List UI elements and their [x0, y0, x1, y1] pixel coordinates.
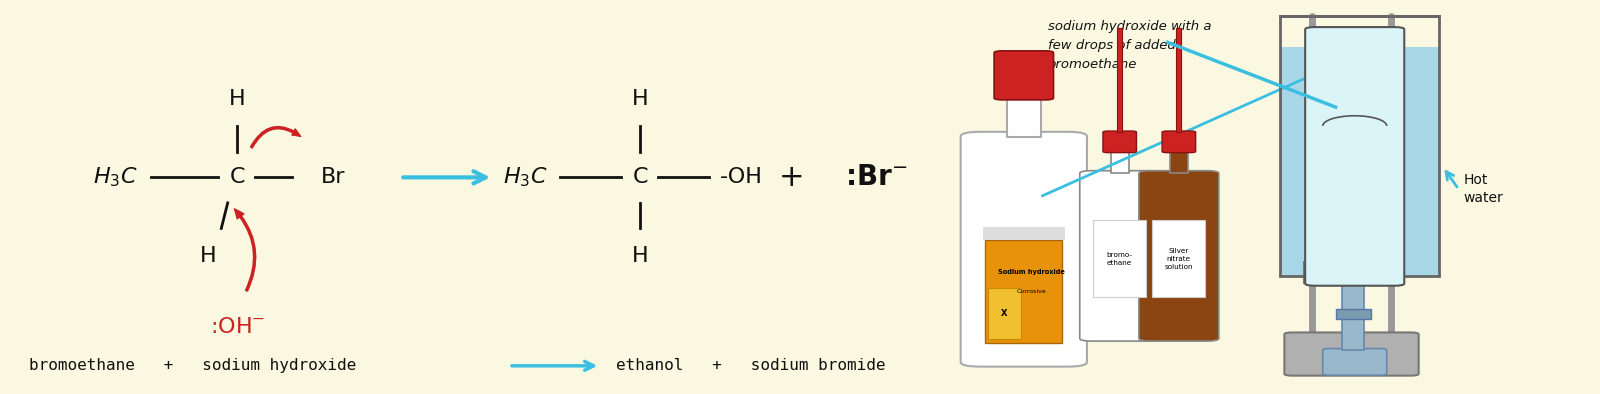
Bar — [1280, 48, 1440, 275]
Bar — [986, 240, 1062, 342]
Text: bromoethane   +   sodium hydroxide: bromoethane + sodium hydroxide — [29, 358, 357, 374]
Text: X: X — [1002, 309, 1008, 318]
Ellipse shape — [1344, 256, 1363, 271]
Bar — [982, 227, 1064, 240]
Text: +: + — [779, 163, 805, 192]
Text: H: H — [632, 246, 648, 266]
Bar — [1117, 28, 1122, 132]
FancyBboxPatch shape — [1162, 131, 1195, 152]
Bar — [1110, 151, 1130, 173]
FancyBboxPatch shape — [1323, 349, 1387, 375]
Text: H: H — [229, 89, 246, 109]
FancyBboxPatch shape — [1306, 27, 1405, 286]
FancyBboxPatch shape — [1304, 262, 1400, 283]
Bar — [1336, 309, 1371, 319]
Bar — [1093, 220, 1146, 297]
Text: H: H — [200, 246, 218, 266]
FancyArrowPatch shape — [251, 126, 301, 148]
Text: Silver
nitrate
solution: Silver nitrate solution — [1165, 248, 1194, 269]
Text: bromo-
ethane: bromo- ethane — [1107, 252, 1133, 266]
Text: :Br$^{-}$: :Br$^{-}$ — [845, 164, 907, 191]
Text: H: H — [632, 89, 648, 109]
Bar — [989, 288, 1021, 339]
Text: C: C — [229, 167, 245, 188]
FancyBboxPatch shape — [1139, 171, 1219, 341]
FancyBboxPatch shape — [960, 132, 1086, 366]
Text: sodium hydroxide with a
few drops of added
bromoethane: sodium hydroxide with a few drops of add… — [1048, 20, 1211, 71]
Text: Corrosive: Corrosive — [1018, 288, 1046, 294]
Text: :OH$^{-}$: :OH$^{-}$ — [210, 316, 266, 336]
FancyBboxPatch shape — [1102, 131, 1136, 152]
Ellipse shape — [1336, 253, 1371, 282]
Text: Sodium hydroxide: Sodium hydroxide — [998, 269, 1066, 275]
FancyBboxPatch shape — [1285, 333, 1419, 375]
Bar — [1006, 98, 1040, 137]
Text: $H_3C$: $H_3C$ — [93, 165, 138, 189]
Bar — [1176, 28, 1181, 132]
FancyArrowPatch shape — [234, 209, 256, 291]
Text: Br: Br — [320, 167, 346, 188]
Bar — [1342, 281, 1365, 350]
Text: $H_3C$: $H_3C$ — [502, 165, 547, 189]
Text: ethanol   +   sodium bromide: ethanol + sodium bromide — [616, 358, 886, 374]
Text: C: C — [632, 167, 648, 188]
Bar — [1170, 151, 1189, 173]
Text: -OH: -OH — [720, 167, 763, 188]
FancyBboxPatch shape — [1080, 171, 1160, 341]
FancyBboxPatch shape — [994, 51, 1053, 100]
Text: Hot
water: Hot water — [1464, 173, 1502, 205]
Bar — [1152, 220, 1205, 297]
Bar — [1280, 17, 1440, 275]
